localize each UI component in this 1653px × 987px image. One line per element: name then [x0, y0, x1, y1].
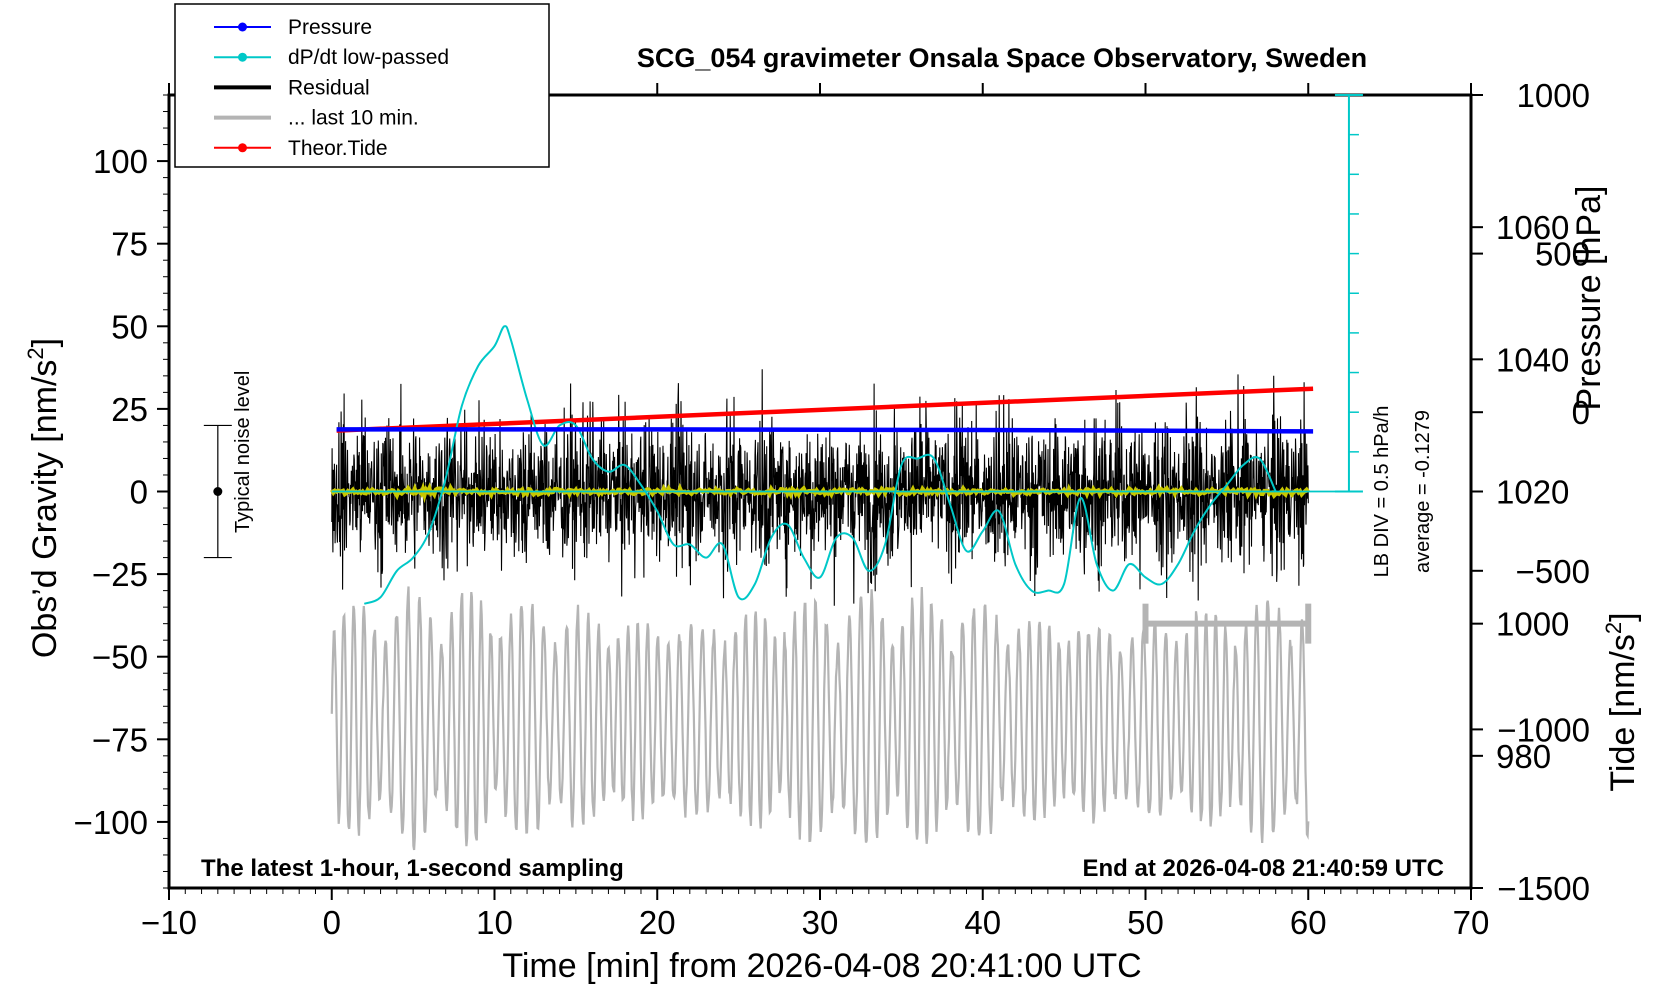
pressure-tick-label: 1020: [1496, 474, 1569, 511]
x-axis-label: Time [min] from 2026-04-08 20:41:00 UTC: [502, 947, 1141, 985]
noise-level-bar: Typical noise level: [203, 371, 254, 559]
tide-y-label-main: Tide [nm/s: [1604, 634, 1642, 791]
x-tick-label: 10: [476, 904, 513, 941]
last-10-min-bracket: [1142, 603, 1312, 644]
noise-bar-dot: [213, 487, 223, 496]
left-y-axis: 100 75 50 25 0 −25 −50 −75 −100: [74, 94, 169, 889]
dpdt-div-label: LB DIV = 0.5 hPa/h: [1371, 406, 1393, 578]
tide-tick-label: 500: [1535, 236, 1590, 273]
tide-tick-label: −500: [1516, 553, 1590, 590]
dpdt-average-label: average = -0.1279: [1412, 410, 1434, 573]
tide-tick-label: −1500: [1497, 870, 1590, 907]
left-y-axis-label: Obs’d Gravity [nm/s2]: [23, 338, 64, 658]
pressure-tick-label: 1000: [1496, 606, 1569, 643]
x-tick-label: 30: [802, 904, 839, 941]
legend-label: ... last 10 min.: [288, 107, 419, 130]
left-y-label-tail: ]: [26, 338, 64, 347]
left-y-tick-label: −25: [92, 556, 148, 593]
left-y-label-sup: 2: [23, 347, 48, 359]
theor-tide-series: [336, 386, 1314, 433]
pressure-line: [336, 427, 1314, 434]
left-y-label-main: Obs’d Gravity [nm/s: [26, 360, 64, 659]
dpdt-reference-scale: LB DIV = 0.5 hPa/h average = -0.1279: [331, 94, 1434, 578]
legend-label: Pressure: [288, 16, 372, 39]
dpdt-lowpassed-series: [363, 325, 1277, 605]
tide-y-label-tail: ]: [1604, 612, 1642, 621]
x-axis: −10 0 10 20 30 40 50 60 70: [141, 83, 1489, 941]
x-tick-label: 60: [1290, 904, 1327, 941]
x-tick-label: 20: [639, 904, 676, 941]
left-y-tick-label: −100: [74, 804, 148, 841]
left-y-tick-label: 75: [111, 226, 148, 263]
left-y-tick-label: −50: [92, 639, 148, 676]
legend-label: Theor.Tide: [288, 137, 388, 160]
tide-tick-label: −1000: [1497, 711, 1590, 748]
legend-marker: [238, 143, 247, 153]
residual-line: [331, 369, 1309, 606]
legend-label: dP/dt low-passed: [288, 46, 449, 69]
x-tick-label: 70: [1453, 904, 1490, 941]
left-y-tick-label: −75: [92, 721, 148, 758]
annotation-end-time: End at 2026-04-08 21:40:59 UTC: [1083, 855, 1445, 882]
last-10-min-line: [330, 586, 1310, 851]
pressure-tick-label: 1060: [1496, 209, 1569, 246]
pressure-tick-label: 980: [1496, 738, 1551, 775]
annotation-sampling: The latest 1-hour, 1-second sampling: [201, 855, 624, 882]
chart-title: SCG_054 gravimeter Onsala Space Observat…: [637, 43, 1367, 73]
tide-tick-label: 1000: [1517, 77, 1590, 114]
last-10-min-series: [330, 586, 1310, 851]
tide-y-axis-label: Tide [nm/s2]: [1601, 612, 1642, 791]
pressure-tick-label: 1040: [1496, 341, 1569, 378]
legend-label: Residual: [288, 76, 370, 99]
legend-marker: [238, 22, 247, 32]
left-y-tick-label: 25: [111, 391, 148, 428]
tide-y-label-sup: 2: [1601, 622, 1626, 634]
dpdt-line: [363, 325, 1277, 605]
pressure-series: [336, 427, 1314, 434]
tide-tick-label: 0: [1572, 394, 1590, 431]
x-tick-label: −10: [141, 904, 197, 941]
left-y-tick-label: 100: [93, 143, 148, 180]
x-tick-label: 50: [1127, 904, 1164, 941]
left-y-tick-label: 0: [130, 474, 148, 511]
left-y-tick-label: 50: [111, 308, 148, 345]
theor-tide-line: [336, 386, 1314, 433]
legend-marker: [238, 52, 247, 62]
x-tick-label: 0: [323, 904, 341, 941]
tide-y-axis: 1000 500 0 −500 −1000 −1500: [1471, 77, 1590, 907]
legend: Pressure dP/dt low-passed Residual ... last…: [174, 3, 550, 168]
x-tick-label: 40: [964, 904, 1001, 941]
pressure-y-axis-label: Pressure [hPa]: [1570, 186, 1608, 411]
pressure-y-axis: 1060 1040 1020 1000 980: [1471, 209, 1569, 775]
residual-series: [331, 369, 1309, 606]
noise-bar-label: Typical noise level: [232, 371, 254, 533]
